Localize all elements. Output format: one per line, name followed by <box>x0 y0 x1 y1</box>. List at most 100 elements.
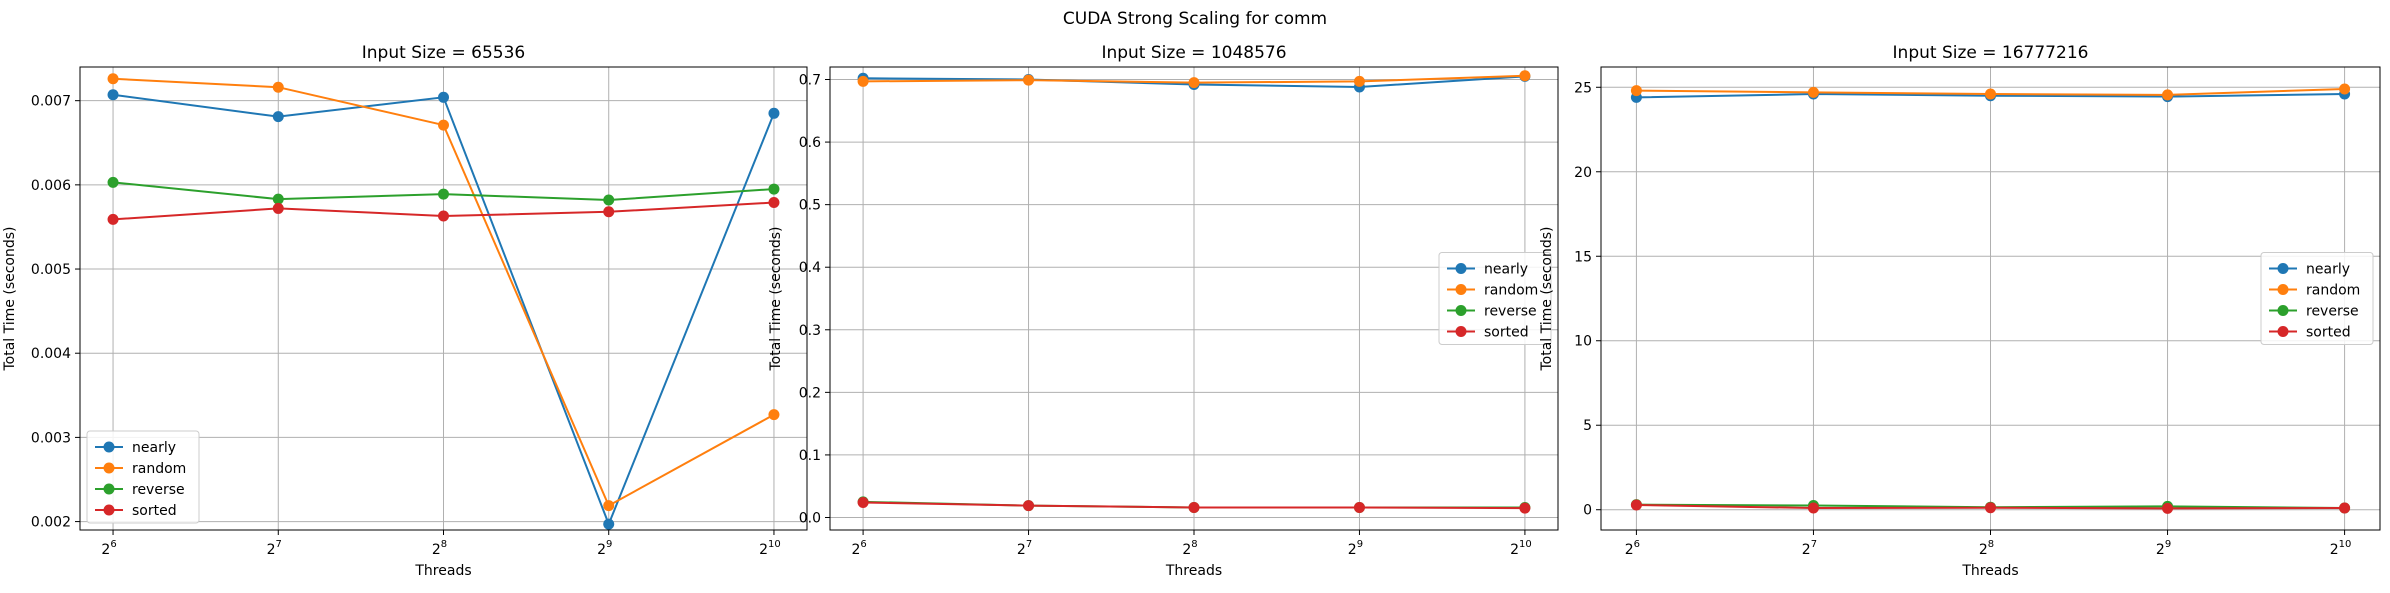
data-point-random <box>1985 88 1996 100</box>
data-point-sorted <box>107 213 119 225</box>
chart-3: Input Size = 16777216 26 27 28 29 210 0 5 10 15 20… <box>1539 43 2381 579</box>
legend-label-reverse: reverse <box>1484 304 1537 320</box>
chart-1: Input Size = 65536 26 27 28 29 210 0.002 0.003 0… <box>2 43 808 579</box>
y-tick-label: 0 <box>1583 503 1592 519</box>
legend-swatch-marker <box>2277 305 2289 316</box>
x-tick-label: 28 <box>1979 539 1994 558</box>
data-point-sorted <box>1353 501 1365 513</box>
chart-title: Input Size = 1048576 <box>1101 43 1286 63</box>
legend-swatch-marker <box>1455 284 1467 295</box>
legend-box <box>2260 252 2374 345</box>
legend-swatch-marker <box>103 504 115 516</box>
y-tick-label: 0.004 <box>31 346 71 362</box>
y-axis-label: Total Time (seconds) <box>768 226 784 371</box>
legend-label-sorted: sorted <box>1484 325 1529 341</box>
x-tick-label: 29 <box>2156 539 2171 558</box>
legend-label-sorted: sorted <box>2306 325 2351 341</box>
x-tick-label: 28 <box>1182 539 1197 558</box>
y-tick-label: 10 <box>1574 334 1592 350</box>
legend-label-reverse: reverse <box>2306 304 2359 320</box>
x-tick-label: 27 <box>1802 539 1817 558</box>
legend-swatch-marker <box>2277 326 2289 337</box>
chart-title: Input Size = 16777216 <box>1893 43 2089 63</box>
y-axis-label: Total Time (seconds) <box>1539 226 1555 371</box>
legend-swatch-marker <box>2277 284 2289 295</box>
data-point-reverse <box>438 188 449 200</box>
data-point-random <box>1630 85 1642 97</box>
legend: nearly random reverse sorted <box>1438 252 1552 345</box>
data-point-random <box>1519 70 1531 82</box>
y-tick-label: 0.4 <box>799 260 821 276</box>
data-point-sorted <box>1985 502 1996 514</box>
chart-2: Input Size = 1048576 26 27 28 29 210 0.0 0.1 0.2… <box>768 43 1559 579</box>
x-axis-label: Threads <box>414 563 471 579</box>
data-point-random <box>1353 75 1365 87</box>
data-point-random <box>1807 86 1819 98</box>
legend-swatch-marker <box>1455 263 1467 274</box>
data-point-nearly <box>107 89 119 101</box>
legend-label-random: random <box>1484 283 1538 299</box>
legend-swatch-marker <box>2277 263 2289 274</box>
x-axis-label: Threads <box>1961 563 2018 579</box>
x-tick-label: 27 <box>1017 539 1032 558</box>
data-point-sorted <box>2339 502 2351 514</box>
legend: nearly random reverse sorted <box>2260 252 2374 345</box>
x-tick-label: 29 <box>1348 539 1363 558</box>
data-point-random <box>438 119 449 131</box>
legend-swatch-marker <box>103 441 115 453</box>
x-tick-label: 210 <box>2330 539 2352 558</box>
x-tick-label: 210 <box>1510 539 1532 558</box>
legend-box <box>1438 252 1552 345</box>
legend-box <box>86 430 200 524</box>
x-tick-label: 26 <box>851 539 866 558</box>
x-tick-label: 28 <box>432 539 447 558</box>
data-point-sorted <box>1807 502 1819 514</box>
legend-label-sorted: sorted <box>132 503 177 519</box>
data-point-random <box>603 500 615 512</box>
data-point-sorted <box>1519 502 1531 514</box>
legend-swatch-marker <box>1455 305 1467 316</box>
data-point-random <box>1023 74 1035 86</box>
legend-swatch-marker <box>103 462 115 474</box>
legend-label-reverse: reverse <box>132 482 185 498</box>
data-point-sorted <box>857 496 869 508</box>
y-tick-label: 0.0 <box>799 510 821 526</box>
legend: nearly random reverse sorted <box>86 430 200 524</box>
data-point-random <box>2162 89 2174 101</box>
y-tick-label: 0.002 <box>31 515 71 531</box>
axes-frame <box>1600 66 2381 531</box>
axes-frame <box>829 66 1559 531</box>
data-point-sorted <box>438 210 449 222</box>
data-point-sorted <box>768 197 780 209</box>
data-point-sorted <box>1023 500 1035 512</box>
data-point-reverse <box>768 183 780 195</box>
data-point-nearly <box>768 107 780 119</box>
y-tick-label: 0.6 <box>799 135 821 151</box>
data-point-sorted <box>1630 499 1642 511</box>
x-tick-label: 27 <box>267 539 282 558</box>
y-tick-label: 15 <box>1574 249 1592 265</box>
data-point-random <box>1188 77 1200 89</box>
data-point-reverse <box>107 176 119 188</box>
legend-swatch-marker <box>103 483 115 495</box>
data-point-nearly <box>438 91 449 103</box>
data-point-random <box>768 409 780 421</box>
legend-label-nearly: nearly <box>1484 262 1528 278</box>
x-tick-label: 29 <box>597 539 612 558</box>
y-tick-label: 25 <box>1574 80 1592 96</box>
y-tick-label: 0.3 <box>799 323 821 339</box>
data-point-random <box>272 81 284 93</box>
legend-label-random: random <box>132 461 186 477</box>
legend-label-random: random <box>2306 283 2360 299</box>
legend-swatch-marker <box>1455 326 1467 337</box>
data-point-nearly <box>603 518 615 530</box>
legend-label-nearly: nearly <box>132 440 176 456</box>
y-tick-label: 0.005 <box>31 262 71 278</box>
y-tick-label: 0.5 <box>799 198 821 214</box>
data-point-sorted <box>2162 502 2174 514</box>
x-tick-label: 26 <box>1625 539 1640 558</box>
figure-suptitle: CUDA Strong Scaling for comm <box>1063 9 1327 29</box>
chart-title: Input Size = 65536 <box>362 43 525 63</box>
legend-label-nearly: nearly <box>2306 262 2350 278</box>
